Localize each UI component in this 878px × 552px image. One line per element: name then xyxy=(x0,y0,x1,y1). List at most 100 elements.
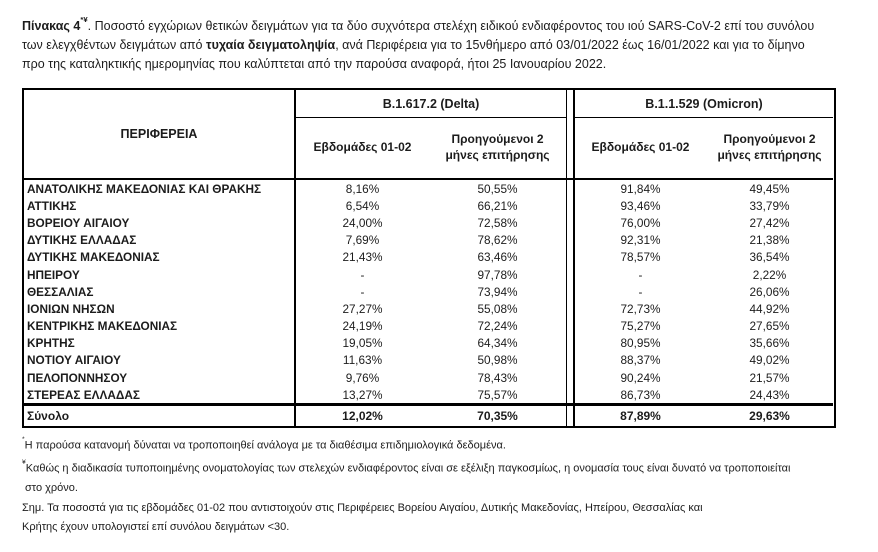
region-name-cell: ΒΟΡΕΙΟΥ ΑΙΓΑΙΟΥ xyxy=(24,214,296,232)
yen-marker: ¥ xyxy=(22,459,26,467)
footnote-yen-line2: στο χρόνο. xyxy=(22,479,870,499)
delta-prev-cell: 78,43% xyxy=(477,370,518,385)
omicron-prev-cell: 35,66% xyxy=(749,336,790,351)
omicron-weeks-cell: 80,95% xyxy=(620,336,661,351)
delta-prev-cell: 78,62% xyxy=(477,233,518,248)
delta-weeks-cell: 11,63% xyxy=(342,353,383,368)
region-column-header: ΠΕΡΙΦΕΡΕΙΑ xyxy=(24,90,296,180)
omicron-prev-cell: 26,06% xyxy=(749,284,790,299)
table-caption: Πίνακας 4*¥. Ποσοστό εγχώριων θετικών δε… xyxy=(22,13,860,74)
omicron-prev-cell: 49,45% xyxy=(749,181,790,196)
column-spacer xyxy=(566,403,575,427)
omicron-variant-header: B.1.1.529 (Omicron) xyxy=(575,90,833,118)
delta-prev-cell: 97,78% xyxy=(477,267,518,282)
delta-prev-cell: 66,21% xyxy=(477,198,518,213)
delta-prev-cell: 72,58% xyxy=(477,215,518,230)
delta-prev-cell: 63,46% xyxy=(477,250,518,265)
caption-text-2: των ελεγχθέντων δειγμάτων από xyxy=(22,38,206,53)
omicron-weeks-cell: 72,73% xyxy=(620,301,661,316)
footnote-asterisk-text: Η παρούσα κατανομή δύναται να τροποποιηθ… xyxy=(24,439,506,452)
delta-weeks-cell: 21,43% xyxy=(342,250,383,265)
region-name-cell: ΗΠΕΙΡΟΥ xyxy=(24,265,296,284)
column-spacer xyxy=(566,180,575,404)
total-omicron-prev-cell: 29,63% xyxy=(706,403,833,426)
omicron-weeks-cell: 92,31% xyxy=(620,233,661,248)
footnote-yen-line1: ¥Καθώς η διαδικασία τυποποιημένης ονοματ… xyxy=(22,456,870,479)
region-name-cell: ΝΟΤΙΟΥ ΑΙΓΑΙΟΥ xyxy=(24,351,296,370)
delta-weeks-cell: - xyxy=(360,284,365,299)
delta-weeks-cell: 8,16% xyxy=(345,181,380,196)
delta-prev-cell: 55,08% xyxy=(477,301,518,316)
omicron-prev-cell: 21,38% xyxy=(749,233,790,248)
region-name-cell: ΔΥΤΙΚΗΣ ΜΑΚΕΔΟΝΙΑΣ xyxy=(24,248,296,266)
region-name-cell: ΔΥΤΙΚΗΣ ΕΛΛΑΔΑΣ xyxy=(24,231,296,249)
caption-text-4: προ της καταληκτικής ημερομηνίας που καλ… xyxy=(22,57,607,72)
delta-weeks-cell: 24,00% xyxy=(342,215,383,230)
omicron-prev-months-column-header: Προηγούμενοι 2 μήνες επιτήρησης xyxy=(706,118,833,180)
total-label-cell: Σύνολο xyxy=(24,403,296,427)
omicron-prev-cell: 33,79% xyxy=(749,198,790,213)
omicron-prev-cell: 21,57% xyxy=(749,370,790,385)
delta-prev-cell: 50,98% xyxy=(477,353,518,368)
omicron-weeks-column-header: Εβδομάδες 01-02 xyxy=(575,118,706,180)
region-name-cell: ΠΕΛΟΠΟΝΝΗΣΟΥ xyxy=(24,369,296,387)
delta-weeks-cell: 13,27% xyxy=(342,387,383,402)
data-table: ΠΕΡΙΦΕΡΕΙΑ B.1.617.2 (Delta) B.1.1.529 (… xyxy=(22,88,836,429)
omicron-weeks-cell: - xyxy=(638,284,643,299)
delta-weeks-cell: 27,27% xyxy=(342,301,383,316)
omicron-prev-cell: 2,22% xyxy=(752,267,787,282)
delta-prev-cell: 75,57% xyxy=(477,387,518,402)
delta-weeks-cell: - xyxy=(360,267,365,282)
asterisk-marker: * xyxy=(22,435,25,443)
omicron-prev-cell: 27,42% xyxy=(749,215,790,230)
omicron-prev-cell: 49,02% xyxy=(749,353,790,368)
delta-weeks-column-header: Εβδομάδες 01-02 xyxy=(296,118,429,180)
omicron-weeks-cell: 90,24% xyxy=(620,370,661,385)
region-name-cell: ΘΕΣΣΑΛΙΑΣ xyxy=(24,283,296,301)
omicron-weeks-cell: 88,37% xyxy=(620,353,661,368)
total-delta-weeks-cell: 12,02% xyxy=(296,403,429,426)
column-spacer xyxy=(566,90,575,180)
omicron-weeks-cell: - xyxy=(638,267,643,282)
footnote-yen-text-2: στο χρόνο. xyxy=(25,482,78,495)
region-name-cell: ΙΟΝΙΩΝ ΝΗΣΩΝ xyxy=(24,300,296,318)
delta-prev-cell: 64,34% xyxy=(477,336,518,351)
delta-weeks-cell: 19,05% xyxy=(342,336,383,351)
footnote-note-line2: Κρήτης έχουν υπολογιστεί επί συνόλου δει… xyxy=(22,518,870,538)
region-name-cell: ΣΤΕΡΕΑΣ ΕΛΛΑΔΑΣ xyxy=(24,386,296,404)
omicron-prev-cell: 44,92% xyxy=(749,301,790,316)
delta-weeks-cell: 24,19% xyxy=(342,319,383,334)
total-delta-prev-cell: 70,35% xyxy=(429,403,566,426)
caption-superscript: *¥ xyxy=(80,14,88,24)
omicron-weeks-cell: 76,00% xyxy=(620,215,661,230)
omicron-prev-cell: 27,65% xyxy=(749,319,790,334)
delta-weeks-cell: 9,76% xyxy=(345,370,380,385)
caption-text-1: . Ποσοστό εγχώριων θετικών δειγμάτων για… xyxy=(87,19,815,34)
delta-prev-cell: 50,55% xyxy=(477,181,518,196)
delta-weeks-cell: 7,69% xyxy=(345,233,380,248)
region-name-cell: ΚΕΝΤΡΙΚΗΣ ΜΑΚΕΔΟΝΙΑΣ xyxy=(24,317,296,335)
region-name-cell: ΑΝΑΤΟΛΙΚΗΣ ΜΑΚΕΔΟΝΙΑΣ ΚΑΙ ΘΡΑΚΗΣ xyxy=(24,180,296,198)
footnote-asterisk: *Η παρούσα κατανομή δύναται να τροποποιη… xyxy=(22,433,870,456)
delta-variant-header: B.1.617.2 (Delta) xyxy=(296,90,566,118)
omicron-weeks-cell: 93,46% xyxy=(620,198,661,213)
delta-prev-months-column-header: Προηγούμενοι 2 μήνες επιτήρησης xyxy=(429,118,566,180)
footnote-yen-text-1: Καθώς η διαδικασία τυποποιημένης ονοματο… xyxy=(25,462,791,475)
omicron-prev-cell: 36,54% xyxy=(749,250,790,265)
caption-text-3: , ανά Περιφέρεια για το 15νθήμερο από 03… xyxy=(335,38,805,53)
footnote-note-text-2: Κρήτης έχουν υπολογιστεί επί συνόλου δει… xyxy=(22,521,290,534)
omicron-weeks-cell: 86,73% xyxy=(620,387,661,402)
region-name-cell: ΚΡΗΤΗΣ xyxy=(24,334,296,352)
caption-table-number: Πίνακας 4 xyxy=(22,19,81,34)
omicron-prev-cell: 24,43% xyxy=(749,387,790,402)
delta-weeks-cell: 6,54% xyxy=(345,198,380,213)
omicron-weeks-cell: 75,27% xyxy=(620,319,661,334)
delta-prev-cell: 73,94% xyxy=(477,284,518,299)
footnotes: *Η παρούσα κατανομή δύναται να τροποποιη… xyxy=(22,433,870,538)
region-name-cell: ΑΤΤΙΚΗΣ xyxy=(24,197,296,215)
footnote-note-line1: Σημ. Τα ποσοστά για τις εβδομάδες 01-02 … xyxy=(22,499,870,519)
footnote-note-text-1: Σημ. Τα ποσοστά για τις εβδομάδες 01-02 … xyxy=(22,501,703,514)
total-omicron-weeks-cell: 87,89% xyxy=(575,403,706,426)
delta-prev-cell: 72,24% xyxy=(477,319,518,334)
